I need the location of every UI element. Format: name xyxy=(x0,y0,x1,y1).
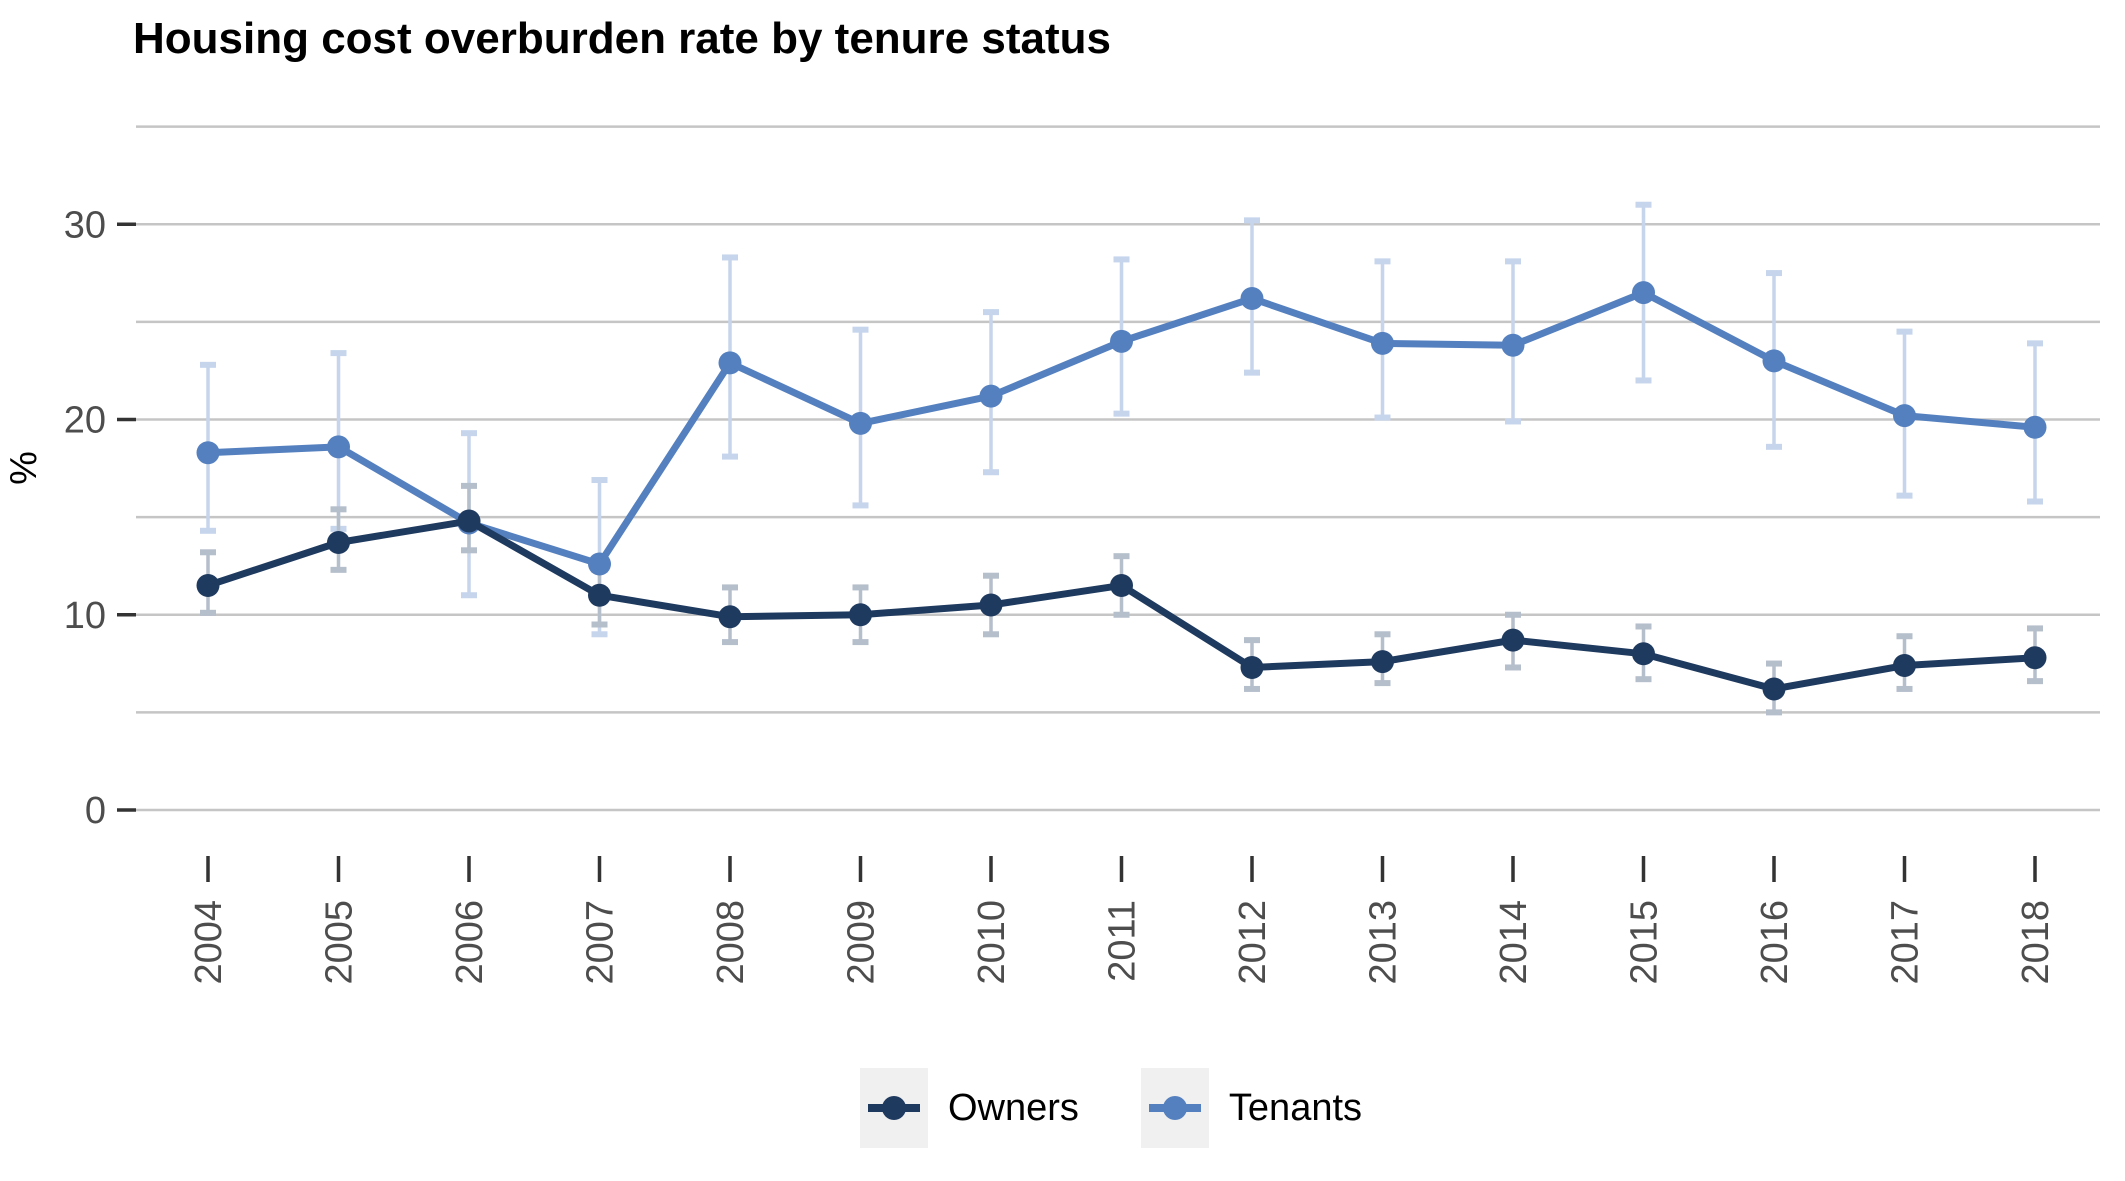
x-tick-label: 2005 xyxy=(319,900,361,985)
owners-point xyxy=(1501,628,1525,652)
owners-point xyxy=(718,605,742,629)
x-tick-label: 2010 xyxy=(971,900,1013,985)
owners-point xyxy=(849,603,872,627)
x-tick-label: 2004 xyxy=(188,900,230,985)
y-tick-label: 30 xyxy=(64,204,106,246)
x-tick-label: 2009 xyxy=(841,900,883,985)
x-tick-label: 2014 xyxy=(1493,900,1535,985)
tenants-point xyxy=(2023,415,2047,439)
x-tick-label: 2016 xyxy=(1754,900,1796,985)
y-tick-label: 0 xyxy=(85,790,106,832)
owners-point xyxy=(327,531,350,555)
x-tick-label: 2012 xyxy=(1232,900,1274,985)
owners-point xyxy=(2023,646,2047,670)
tenants-point xyxy=(327,435,350,459)
x-tick-label: 2007 xyxy=(580,900,622,985)
x-tick-label: 2008 xyxy=(710,900,752,985)
tenants-point xyxy=(1501,333,1525,357)
owners-line-key-icon xyxy=(868,1096,920,1120)
owners-point xyxy=(1371,650,1394,674)
y-tick-label: 10 xyxy=(64,595,106,637)
legend-item-owners: Owners xyxy=(860,1068,1079,1148)
tenants-point xyxy=(718,351,742,375)
x-tick-label: 2011 xyxy=(1102,900,1144,982)
legend-label-tenants: Tenants xyxy=(1228,1086,1363,1129)
tenants-point xyxy=(1893,404,1916,428)
tenants-point xyxy=(979,384,1003,408)
owners-point xyxy=(1110,573,1133,597)
x-tick-label: 2017 xyxy=(1885,900,1927,985)
owners-point xyxy=(196,573,220,597)
y-tick-label: 20 xyxy=(64,400,106,442)
x-tick-label: 2006 xyxy=(449,900,491,985)
owners-point xyxy=(1893,654,1916,678)
tenants-point xyxy=(849,411,872,435)
tenants-point xyxy=(1762,349,1786,373)
legend: Owners Tenants xyxy=(860,1068,1362,1148)
tenants-point xyxy=(1632,281,1655,305)
tenants-line-key-icon xyxy=(1148,1096,1201,1120)
chart-title: Housing cost overburden rate by tenure s… xyxy=(133,14,1111,63)
x-tick-label: 2015 xyxy=(1624,900,1666,985)
legend-item-tenants: Tenants xyxy=(1140,1068,1363,1148)
owners-point xyxy=(979,593,1003,617)
x-tick-label: 2018 xyxy=(2015,900,2057,985)
x-tick-label: 2013 xyxy=(1363,900,1405,985)
tenants-point xyxy=(1371,331,1394,355)
owners-point xyxy=(457,509,481,533)
owners-point xyxy=(1632,642,1655,666)
tenants-point xyxy=(1240,286,1264,310)
legend-key-owners xyxy=(860,1068,928,1148)
y-axis-title: % xyxy=(3,451,45,485)
owners-point xyxy=(1762,677,1786,701)
legend-label-owners: Owners xyxy=(948,1086,1079,1129)
owners-point xyxy=(588,583,611,607)
tenants-point xyxy=(196,441,220,465)
tenants-point xyxy=(588,552,611,576)
tenants-point xyxy=(1110,329,1133,353)
owners-point xyxy=(1240,655,1264,679)
legend-key-tenants xyxy=(1140,1068,1209,1148)
